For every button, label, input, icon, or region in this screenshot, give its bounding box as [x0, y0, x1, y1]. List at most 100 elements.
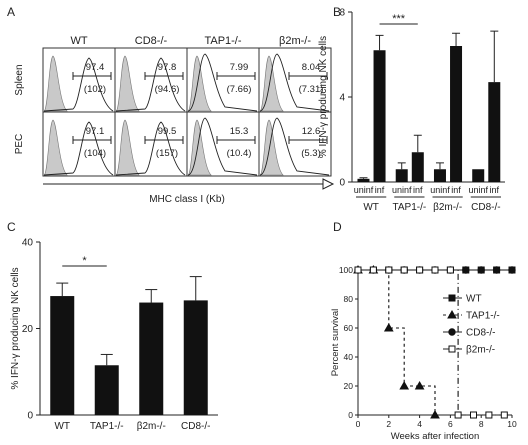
- y-tick-label: 8: [339, 8, 345, 19]
- survival-point: [470, 411, 477, 419]
- gate-percent: 99.5: [158, 126, 177, 137]
- stained-histogram: [259, 117, 330, 176]
- y-tick-label: 0: [339, 178, 345, 189]
- bar: [433, 169, 446, 182]
- y-tick-label: 0: [27, 411, 33, 422]
- group-label: β2m-/-: [433, 202, 462, 213]
- isotype-histogram: [259, 55, 284, 112]
- col-label-3: β2m-/-: [279, 35, 311, 47]
- stained-histogram: [259, 53, 330, 112]
- legend-marker: [447, 309, 457, 319]
- col-label-1: CD8-/-: [135, 35, 168, 47]
- stained-histogram: [43, 57, 114, 112]
- gate-percent: 97.1: [86, 126, 105, 137]
- gate-percent: 12.6: [302, 126, 321, 137]
- x-tick-label: 0: [356, 419, 361, 429]
- isotype-histogram: [115, 55, 140, 112]
- y-axis-label: % IFN-γ producing NK cells: [318, 36, 329, 158]
- survival-point: [485, 411, 493, 419]
- y-axis-label: % IFN-γ producing NK cells: [10, 267, 21, 389]
- bar: [50, 296, 75, 415]
- category-label: β2m-/-: [137, 421, 166, 432]
- y-tick-label: 80: [344, 294, 354, 304]
- bar: [139, 302, 164, 415]
- survival-line: [358, 269, 436, 415]
- panel-letter-a: A: [7, 5, 16, 19]
- gate-mfi: (7.66): [227, 84, 252, 95]
- survival-point: [462, 266, 470, 274]
- survival-point: [508, 266, 516, 274]
- y-tick-label: 20: [344, 381, 354, 391]
- panel-letter-d: D: [333, 220, 342, 234]
- y-tick-label: 0: [348, 410, 353, 420]
- survival-point: [385, 266, 393, 274]
- x-tick-label: 8: [479, 419, 484, 429]
- sub-label: uninf: [354, 185, 374, 195]
- isotype-histogram: [43, 119, 68, 176]
- y-tick-label: 20: [22, 324, 34, 335]
- gate-mfi: (5.3): [301, 148, 321, 159]
- significance-marker: ***: [392, 13, 406, 25]
- gate-mfi: (10.4): [227, 148, 252, 159]
- x-axis-label: Weeks after infection: [391, 431, 480, 442]
- gate-mfi: (102): [84, 84, 106, 95]
- gate-percent: 97.4: [86, 62, 105, 73]
- survival-point: [477, 266, 485, 274]
- significance-marker: *: [82, 255, 87, 267]
- histogram-frame: [258, 111, 332, 177]
- survival-point: [431, 266, 439, 274]
- stained-histogram: [187, 53, 258, 112]
- gate-mfi: (7.31): [299, 84, 324, 95]
- y-tick-label: 40: [344, 352, 354, 362]
- survival-point: [446, 266, 454, 274]
- stained-histogram: [187, 117, 258, 176]
- legend-marker: [448, 328, 456, 336]
- gate-percent: 8.04: [302, 62, 321, 73]
- survival-line: [358, 269, 505, 416]
- group-label: CD8-/-: [471, 202, 500, 213]
- y-tick-label: 40: [22, 238, 34, 249]
- survival-point: [399, 380, 410, 390]
- survival-point: [400, 266, 408, 274]
- bar: [357, 178, 370, 182]
- legend-marker: [448, 345, 456, 353]
- survival-point: [430, 409, 440, 419]
- sub-label: inf: [490, 185, 500, 195]
- stained-histogram: [43, 121, 114, 176]
- group-label: WT: [363, 202, 379, 213]
- isotype-histogram: [43, 55, 68, 112]
- isotype-histogram: [187, 119, 212, 176]
- x-tick-label: 6: [448, 419, 453, 429]
- bar: [488, 82, 501, 182]
- gate-mfi: (157): [156, 148, 178, 159]
- sub-label: inf: [451, 185, 461, 195]
- panel-letter-b: B: [333, 5, 342, 19]
- gate-mfi: (94.6): [155, 84, 180, 95]
- survival-point: [416, 266, 424, 274]
- sub-label: uninf: [468, 185, 488, 195]
- gate-percent: 97.8: [158, 62, 177, 73]
- bar: [373, 50, 386, 182]
- y-tick-label: 60: [344, 323, 354, 333]
- survival-point: [383, 322, 394, 332]
- col-label-0: WT: [70, 35, 87, 47]
- sub-label: inf: [413, 185, 423, 195]
- survival-point: [369, 266, 377, 274]
- legend-label: TAP1-/-: [466, 311, 500, 322]
- legend-label: β2m-/-: [466, 345, 495, 356]
- stained-histogram: [115, 121, 186, 176]
- survival-point: [354, 266, 362, 274]
- x-tick-label: 2: [386, 419, 391, 429]
- sub-label: uninf: [392, 185, 412, 195]
- category-label: CD8-/-: [181, 421, 210, 432]
- bar: [183, 300, 208, 415]
- legend-label: WT: [466, 294, 482, 305]
- category-label: WT: [54, 421, 70, 432]
- gate-mfi: (104): [84, 148, 106, 159]
- x-tick-label: 4: [417, 419, 422, 429]
- isotype-histogram: [187, 55, 212, 112]
- mhc-axis-label: MHC class I (Kb): [149, 194, 225, 205]
- row-label-1: PEC: [14, 134, 25, 155]
- mhc-axis-arrow: [322, 178, 335, 190]
- bar: [94, 365, 119, 415]
